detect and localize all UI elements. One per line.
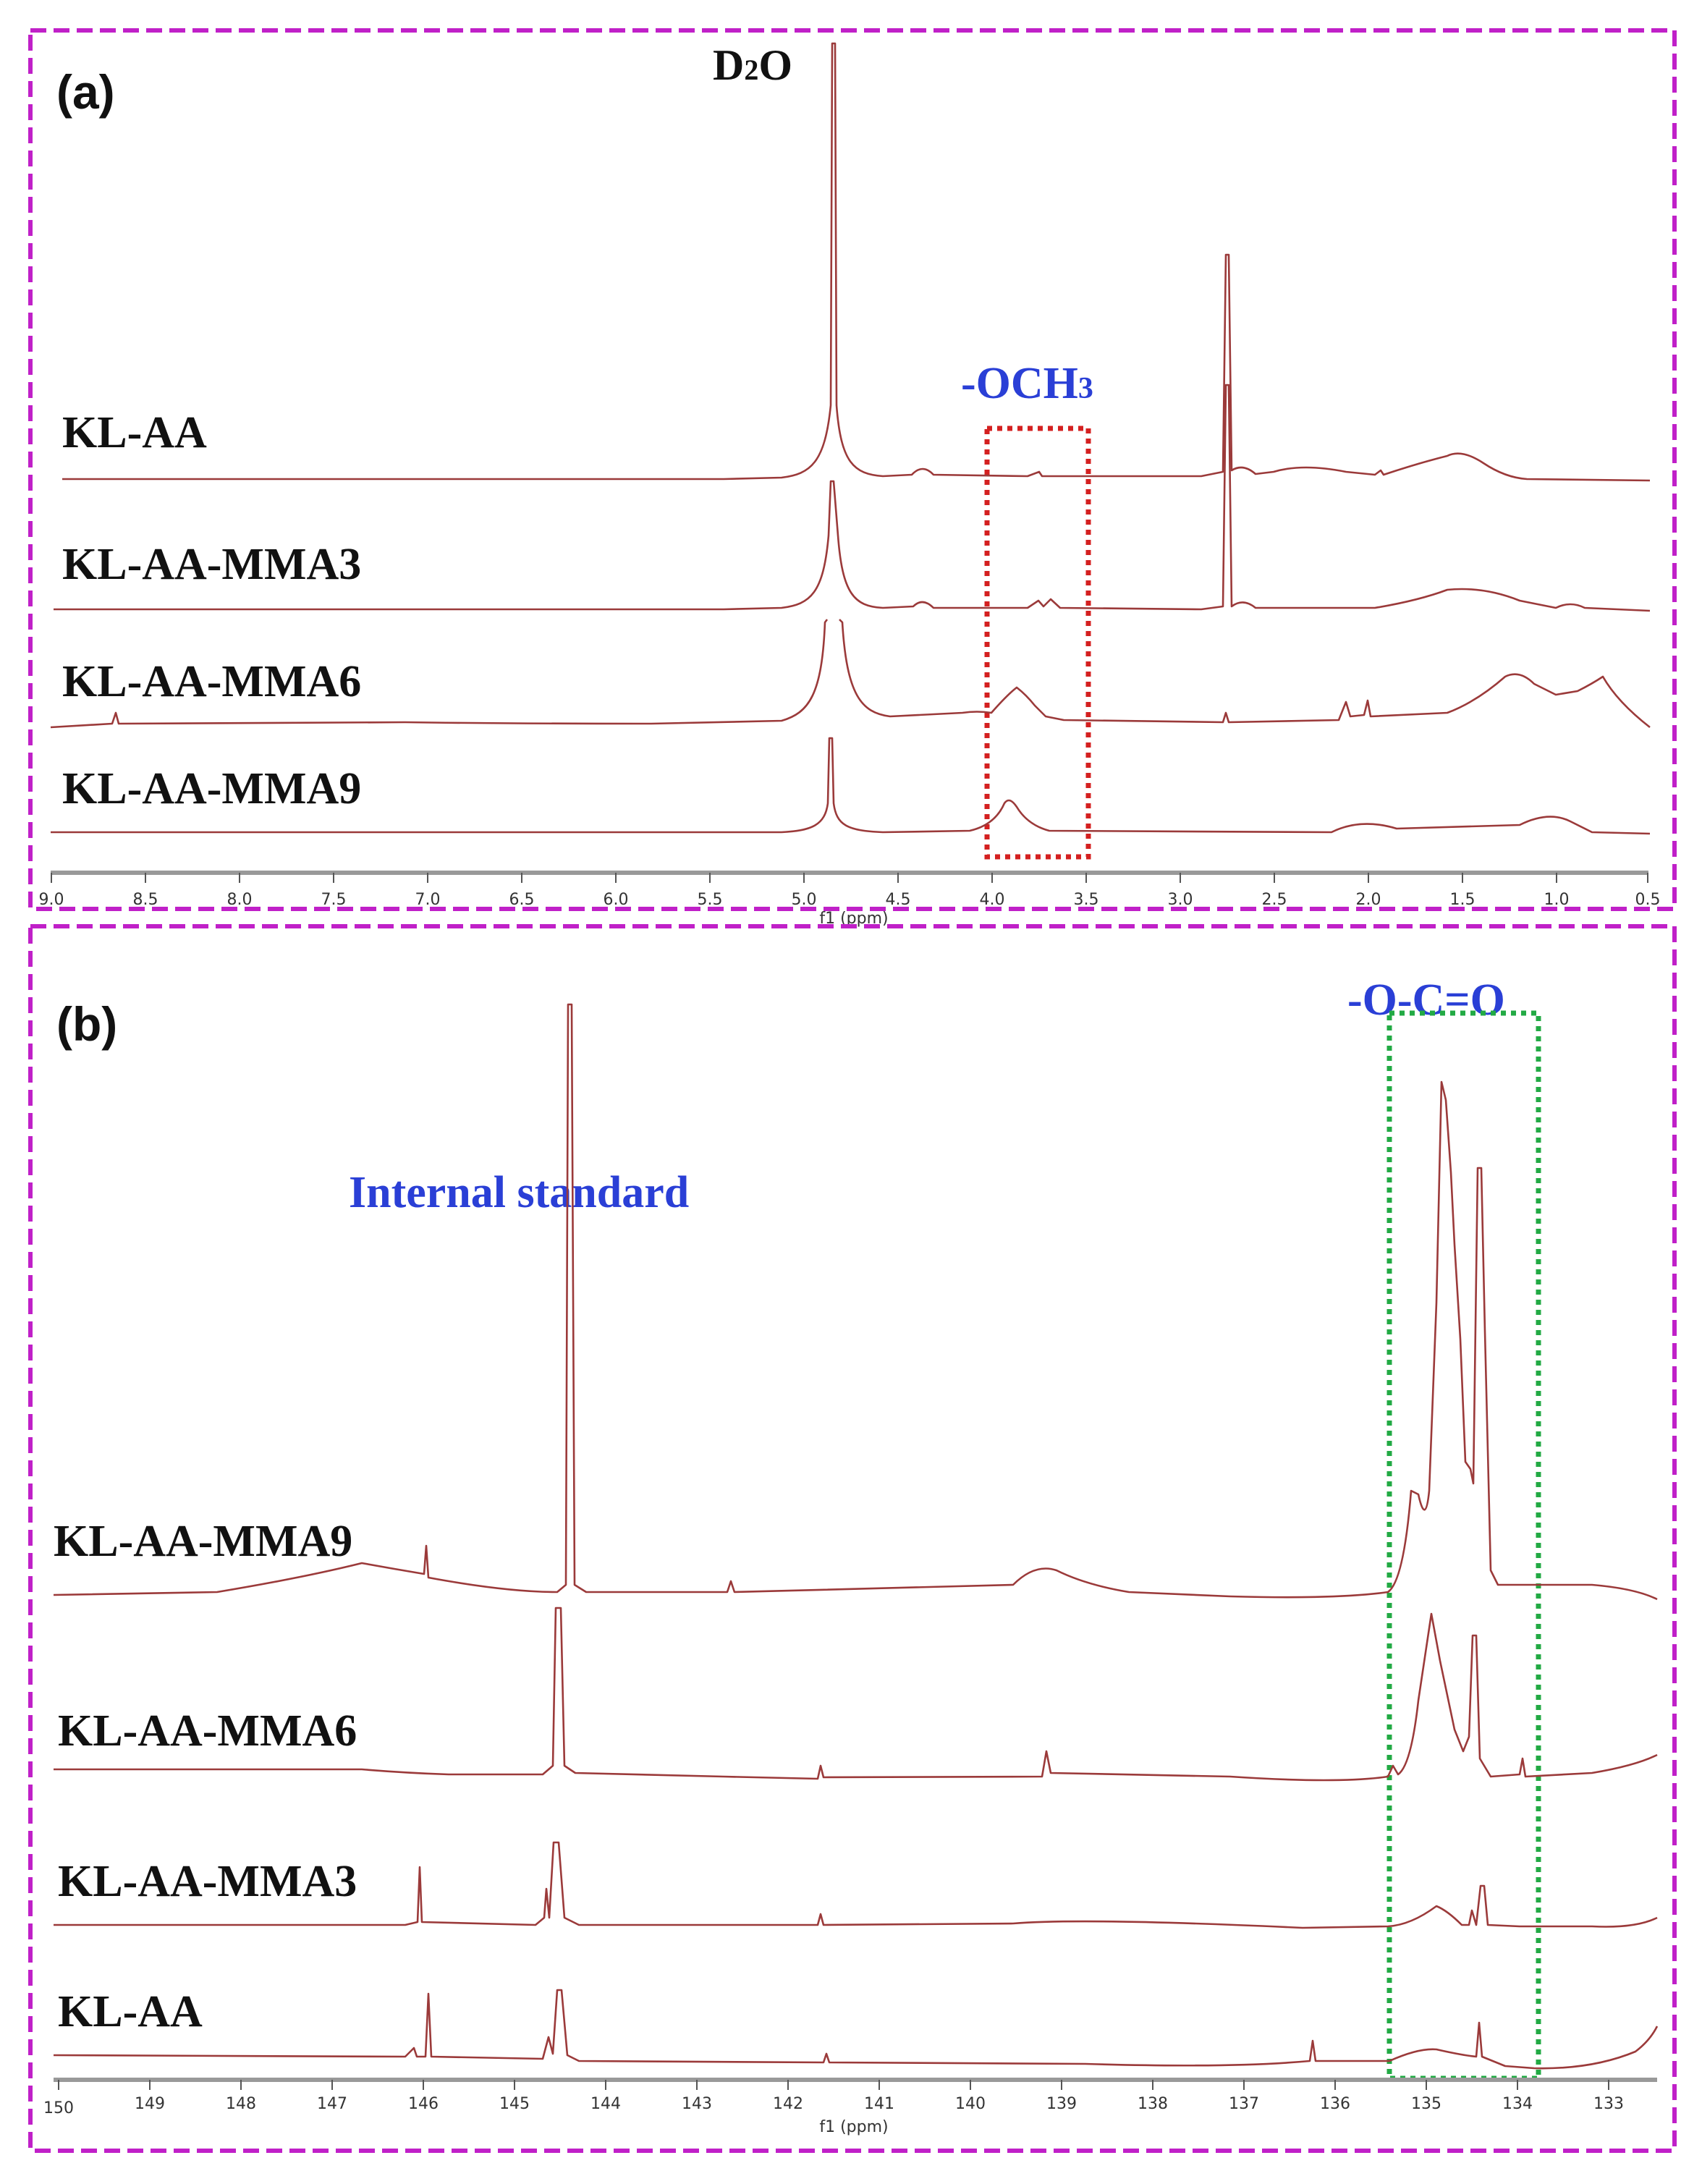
och3-box (984, 426, 1091, 860)
svg-text:143: 143 (682, 2095, 712, 2113)
spectrum-b-kl-aa (53, 1989, 1659, 2070)
svg-text:134: 134 (1502, 2095, 1533, 2113)
sample-label-kl-aa-mma6: KL-AA-MMA6 (62, 657, 361, 706)
svg-text:2.0: 2.0 (1356, 891, 1381, 909)
svg-text:146: 146 (408, 2095, 439, 2113)
svg-text:142: 142 (773, 2095, 803, 2113)
svg-text:135: 135 (1411, 2095, 1441, 2113)
x-axis-a-tick-labels: 9.0 8.5 8.0 7.5 7.0 6.5 6.0 5.5 5.0 4.5 4.0 3.… (39, 891, 1661, 909)
panel-a: (a) D2O -OCH3 KL-AA KL-AA-MMA3 KL-AA-MMA… (28, 28, 1677, 928)
sample-label-kl-aa-mma9: KL-AA-MMA9 (54, 1517, 352, 1566)
svg-text:136: 136 (1320, 2095, 1350, 2113)
panel-a-label: (a) (56, 65, 115, 119)
svg-text:150: 150 (43, 2099, 74, 2117)
svg-text:139: 139 (1046, 2095, 1077, 2113)
carbonyl-box (1386, 1010, 1541, 2081)
svg-text:6.0: 6.0 (604, 891, 629, 909)
panel-b: (b) Internal standard -O-C=O KL-AA-MMA9 … (28, 924, 1677, 2153)
svg-text:7.5: 7.5 (321, 891, 347, 909)
svg-text:8.5: 8.5 (133, 891, 158, 909)
spectrum-b-kl-aa-mma9 (53, 1003, 1658, 1601)
svg-text:1.0: 1.0 (1544, 891, 1570, 909)
spectrum-a-kl-aa-mma3 (54, 384, 1651, 612)
svg-text:138: 138 (1138, 2095, 1168, 2113)
sample-label-kl-aa-mma9: KL-AA-MMA9 (62, 764, 361, 813)
panel-b-frame (28, 924, 1677, 2153)
svg-text:148: 148 (226, 2095, 256, 2113)
svg-text:147: 147 (317, 2095, 347, 2113)
sample-label-kl-aa-mma3: KL-AA-MMA3 (58, 1857, 357, 1906)
internal-standard-label: Internal standard (349, 1168, 689, 1217)
svg-text:133: 133 (1593, 2095, 1624, 2113)
svg-text:6.5: 6.5 (509, 891, 535, 909)
svg-text:8.0: 8.0 (227, 891, 253, 909)
sample-label-kl-aa-mma6: KL-AA-MMA6 (58, 1706, 357, 1756)
panel-a-frame (28, 28, 1677, 911)
svg-text:4.0: 4.0 (980, 891, 1005, 909)
spectrum-a-kl-aa-mma6 (50, 619, 1651, 729)
sample-label-kl-aa: KL-AA (58, 1987, 203, 2036)
panel-b-label: (b) (56, 997, 117, 1051)
svg-text:3.0: 3.0 (1168, 891, 1193, 909)
svg-text:141: 141 (864, 2095, 894, 2113)
spectrum-a-kl-aa (62, 42, 1651, 482)
svg-text:5.5: 5.5 (698, 891, 723, 909)
sample-label-kl-aa-mma3: KL-AA-MMA3 (62, 540, 361, 589)
spectrum-b-kl-aa-mma3 (54, 1841, 1658, 1929)
svg-text:4.5: 4.5 (886, 891, 911, 909)
x-axis-b-tick-labels: 150 149 148 147 146 145 144 143 142 141 140 13… (43, 2095, 1624, 2117)
x-axis-b-ticks (58, 2080, 1609, 2090)
svg-text:137: 137 (1229, 2095, 1259, 2113)
svg-text:149: 149 (135, 2095, 165, 2113)
svg-text:5.0: 5.0 (792, 891, 817, 909)
carbonyl-label: -O-C=O (1347, 975, 1505, 1025)
svg-text:1.5: 1.5 (1450, 891, 1476, 909)
x-axis-a-ticks (51, 873, 1648, 883)
svg-text:2.5: 2.5 (1262, 891, 1287, 909)
svg-text:145: 145 (499, 2095, 530, 2113)
och3-label: -OCH3 (961, 359, 1093, 408)
svg-text:144: 144 (590, 2095, 621, 2113)
svg-text:7.0: 7.0 (415, 891, 441, 909)
svg-text:3.5: 3.5 (1074, 891, 1099, 909)
spectrum-b-kl-aa-mma6 (54, 1607, 1658, 1782)
spectrum-a-kl-aa-mma9 (51, 737, 1651, 835)
d2o-label: D2O (713, 41, 792, 89)
svg-text:9.0: 9.0 (39, 891, 64, 909)
svg-text:140: 140 (955, 2095, 986, 2113)
sample-label-kl-aa: KL-AA (62, 408, 207, 457)
x-axis-b-title: f1 (ppm) (819, 2118, 888, 2136)
svg-text:0.5: 0.5 (1635, 891, 1661, 909)
